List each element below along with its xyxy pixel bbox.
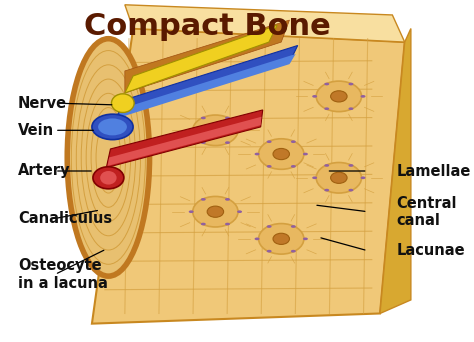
Text: Lamellae: Lamellae bbox=[396, 163, 471, 179]
Polygon shape bbox=[125, 20, 290, 93]
Ellipse shape bbox=[361, 95, 365, 98]
Polygon shape bbox=[125, 25, 277, 93]
Ellipse shape bbox=[312, 95, 317, 98]
Ellipse shape bbox=[348, 83, 354, 86]
Ellipse shape bbox=[201, 198, 206, 201]
Ellipse shape bbox=[201, 141, 206, 144]
Ellipse shape bbox=[259, 139, 304, 169]
Ellipse shape bbox=[93, 167, 124, 189]
Text: Central
canal: Central canal bbox=[396, 196, 457, 228]
Ellipse shape bbox=[291, 140, 296, 143]
Ellipse shape bbox=[267, 165, 272, 168]
Ellipse shape bbox=[291, 165, 296, 168]
Text: Nerve: Nerve bbox=[18, 96, 67, 111]
Ellipse shape bbox=[324, 189, 329, 192]
Polygon shape bbox=[117, 45, 298, 117]
Polygon shape bbox=[92, 28, 405, 324]
Ellipse shape bbox=[316, 162, 362, 193]
Ellipse shape bbox=[312, 176, 317, 179]
Ellipse shape bbox=[255, 237, 259, 240]
Ellipse shape bbox=[225, 198, 230, 201]
Ellipse shape bbox=[237, 129, 242, 132]
Ellipse shape bbox=[303, 237, 308, 240]
Polygon shape bbox=[380, 28, 411, 314]
Ellipse shape bbox=[207, 206, 224, 217]
Ellipse shape bbox=[201, 223, 206, 225]
Ellipse shape bbox=[291, 225, 296, 228]
Ellipse shape bbox=[267, 225, 272, 228]
Ellipse shape bbox=[92, 114, 133, 140]
Polygon shape bbox=[106, 110, 263, 168]
Ellipse shape bbox=[273, 148, 290, 160]
Polygon shape bbox=[117, 54, 296, 118]
Ellipse shape bbox=[225, 117, 230, 119]
Text: Compact Bone: Compact Bone bbox=[84, 12, 330, 41]
Ellipse shape bbox=[324, 164, 329, 167]
Ellipse shape bbox=[361, 176, 365, 179]
Ellipse shape bbox=[291, 250, 296, 252]
Ellipse shape bbox=[348, 189, 354, 192]
Text: Lacunae: Lacunae bbox=[396, 243, 465, 258]
Ellipse shape bbox=[324, 107, 329, 110]
Ellipse shape bbox=[189, 129, 194, 132]
Ellipse shape bbox=[111, 94, 134, 113]
Text: Vein: Vein bbox=[18, 123, 54, 138]
Ellipse shape bbox=[225, 223, 230, 225]
Ellipse shape bbox=[67, 39, 149, 276]
Ellipse shape bbox=[331, 172, 347, 183]
Ellipse shape bbox=[189, 210, 194, 213]
Ellipse shape bbox=[267, 140, 272, 143]
Ellipse shape bbox=[237, 210, 242, 213]
Text: Osteocyte
in a lacuna: Osteocyte in a lacuna bbox=[18, 258, 108, 291]
Ellipse shape bbox=[225, 141, 230, 144]
Text: Artery: Artery bbox=[18, 163, 70, 179]
Ellipse shape bbox=[100, 171, 117, 185]
Text: Canaliculus: Canaliculus bbox=[18, 211, 112, 226]
Ellipse shape bbox=[255, 153, 259, 155]
Ellipse shape bbox=[207, 125, 224, 136]
Ellipse shape bbox=[303, 153, 308, 155]
Ellipse shape bbox=[267, 250, 272, 252]
Polygon shape bbox=[125, 5, 405, 42]
Ellipse shape bbox=[98, 118, 127, 135]
Ellipse shape bbox=[273, 233, 290, 245]
Ellipse shape bbox=[259, 224, 304, 254]
Ellipse shape bbox=[193, 115, 238, 146]
Ellipse shape bbox=[331, 91, 347, 102]
Ellipse shape bbox=[348, 164, 354, 167]
Ellipse shape bbox=[324, 83, 329, 86]
Polygon shape bbox=[108, 117, 262, 166]
Ellipse shape bbox=[348, 107, 354, 110]
Ellipse shape bbox=[193, 196, 238, 227]
Ellipse shape bbox=[201, 117, 206, 119]
Ellipse shape bbox=[316, 81, 362, 111]
